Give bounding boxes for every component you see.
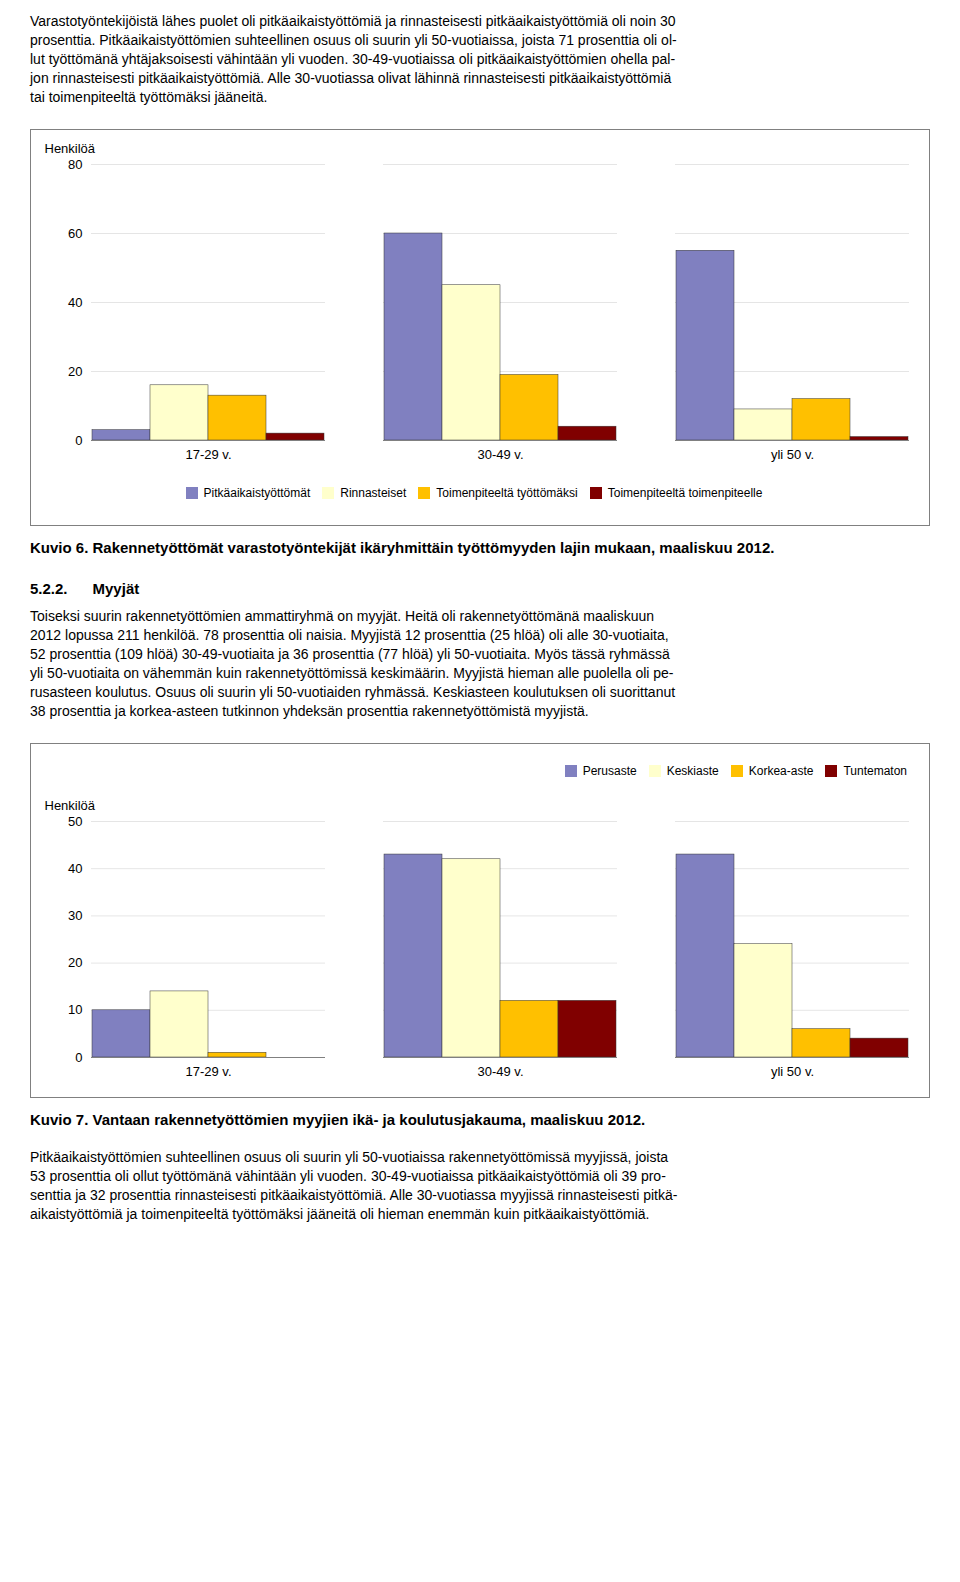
html-text:jon rinnasteisesti pitkäaikais: jon rinnasteisesti pitkäaikaistyöttömiä.… [30, 70, 672, 86]
html-text:senttia ja 32 prosenttia rinna: senttia ja 32 prosenttia rinnasteisesti … [30, 1187, 678, 1203]
html-text:Toimenpiteeltä työttömäksi: Toimenpiteeltä työttömäksi [436, 485, 578, 500]
svg-text:40: 40 [68, 295, 82, 310]
html-text:Toimenpiteeltä toimenpiteelle: Toimenpiteeltä toimenpiteelle [607, 485, 763, 500]
svg-text:20: 20 [68, 364, 82, 379]
html-text:52 prosenttia (109 hlöä) 30-49: 52 prosenttia (109 hlöä) 30-49-vuotiaita… [30, 646, 670, 662]
html-text:prosenttia. Pitkäaikaistyöttöm: prosenttia. Pitkäaikaistyöttömien suhtee… [30, 32, 677, 48]
html-text:Tuntematon: Tuntematon [843, 763, 907, 778]
svg-text:40: 40 [68, 861, 82, 876]
svg-text:10: 10 [68, 1002, 82, 1017]
html-text:Korkea-aste: Korkea-aste [748, 763, 814, 778]
html-text:aikaistyöttömiä ja toimenpitee: aikaistyöttömiä ja toimenpiteeltä työttö… [30, 1206, 650, 1222]
html-text:2012 lopussa 211 henkilöä. 78: 2012 lopussa 211 henkilöä. 78 prosenttia… [30, 627, 669, 643]
svg-text:Henkilöä: Henkilöä [45, 141, 96, 156]
svg-text:30-49 v.: 30-49 v. [477, 1064, 523, 1079]
svg-text:60: 60 [68, 226, 82, 241]
svg-text:30-49 v.: 30-49 v. [477, 447, 523, 462]
html-text:lut työttömänä yhtäjaksoisesti: lut työttömänä yhtäjaksoisesti vähintään… [30, 51, 676, 67]
svg-text:yli 50 v.: yli 50 v. [771, 1064, 814, 1079]
svg-text:17-29 v.: 17-29 v. [185, 1064, 231, 1079]
svg-text:80: 80 [68, 157, 82, 172]
html-text:tai toimenpiteeltä työttömäksi: tai toimenpiteeltä työttömäksi jääneitä. [30, 89, 268, 105]
svg-text:0: 0 [75, 1050, 82, 1065]
svg-text:50: 50 [68, 814, 82, 829]
html-text:Kuvio 6. Rakennetyöttömät vara: Kuvio 6. Rakennetyöttömät varastotyöntek… [30, 539, 775, 556]
html-text:yli 50-vuotiaita on vähemmän k: yli 50-vuotiaita on vähemmän kuin rakenn… [30, 665, 674, 681]
svg-text:yli 50 v.: yli 50 v. [771, 447, 814, 462]
html-text:Kuvio 7. Vantaan rakennetyöttö: Kuvio 7. Vantaan rakennetyöttömien myyji… [30, 1111, 646, 1128]
html-text:Pitkäaikaistyöttömien suhteell: Pitkäaikaistyöttömien suhteellinen osuus… [30, 1149, 669, 1165]
html-text:5.2.2. Myyjät: 5.2.2. Myyjät [30, 580, 140, 597]
html-text:Toiseksi suurin rakennetyöttöm: Toiseksi suurin rakennetyöttömien ammatt… [30, 608, 655, 624]
svg-text:Henkilöä: Henkilöä [45, 798, 96, 813]
svg-text:30: 30 [68, 908, 82, 923]
svg-text:17-29 v.: 17-29 v. [185, 447, 231, 462]
html-text:Perusaste: Perusaste [582, 763, 637, 778]
html-text:Keskiaste: Keskiaste [666, 763, 719, 778]
html-text:38 prosenttia ja korkea-asteen: 38 prosenttia ja korkea-asteen tutkinnon… [30, 703, 589, 719]
html-text:53 prosenttia oli ollut työttö: 53 prosenttia oli ollut työttömänä vähin… [30, 1168, 666, 1184]
html-text:rusasteen koulutus. Osuus oli: rusasteen koulutus. Osuus oli suurin yli… [30, 684, 676, 700]
html-text:Pitkäaikaistyöttömät: Pitkäaikaistyöttömät [203, 485, 311, 500]
html-text:Rinnasteiset: Rinnasteiset [340, 485, 407, 500]
svg-text:20: 20 [68, 955, 82, 970]
html-text:Varastotyöntekijöistä lähes pu: Varastotyöntekijöistä lähes puolet oli p… [30, 13, 676, 29]
svg-text:0: 0 [75, 433, 82, 448]
